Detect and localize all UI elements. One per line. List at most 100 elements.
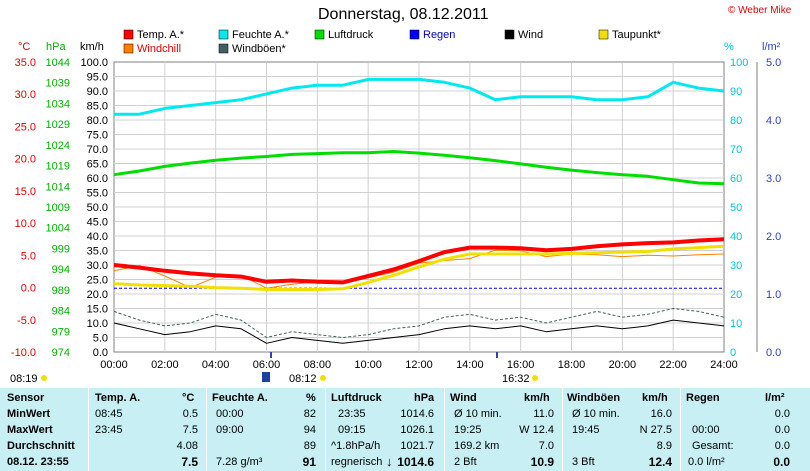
gust-unit: km/h — [642, 392, 668, 404]
wind-now: 10.9 — [530, 455, 554, 469]
wind-tick-label: 10.0 — [87, 318, 108, 330]
sunset-icon — [532, 375, 538, 381]
rain-tick-label: 4.0 — [766, 115, 781, 127]
statistics-table: Sensor MinWert MaxWert Durchschnitt 08.1… — [0, 388, 810, 471]
gust-header: Windböen — [567, 392, 621, 404]
pressure-tick-label: 1034 — [46, 98, 70, 110]
moonrise-label: 08:12 — [289, 373, 317, 385]
legend-label: Temp. A.* — [137, 29, 185, 41]
legend-label: Windböen* — [232, 43, 287, 55]
pressure-tick-label: 994 — [52, 264, 70, 276]
wind-tick-label: 50.0 — [87, 202, 108, 214]
legend-label: Regen — [423, 29, 455, 41]
x-tick-label: 10:00 — [354, 359, 382, 371]
wind-unit: km/h — [524, 392, 550, 404]
pressure-tick-label: 1009 — [46, 202, 70, 214]
pressure-down-arrow-icon: ↓ — [386, 454, 393, 469]
temp-header: Temp. A. — [95, 392, 141, 404]
gust-avg-label: Ø 10 min. — [572, 408, 620, 420]
wind-tick-label: 75.0 — [87, 130, 108, 142]
row-label-now: 08.12. 23:55 — [7, 456, 69, 468]
pressure-tick-label: 1039 — [46, 78, 70, 90]
humidity-tick-label: 50 — [730, 202, 742, 214]
series-line-tempa — [113, 237, 725, 285]
wind-avg: 7.0 — [538, 440, 554, 452]
series-line-wind — [113, 319, 725, 344]
wind-min: 11.0 — [533, 408, 554, 420]
rain-max-time: 00:00 — [692, 424, 720, 436]
pressure-tick-label: 989 — [52, 285, 70, 297]
pressure-tick-label: 1024 — [46, 140, 70, 152]
pressure-unit-label: hPa — [46, 41, 66, 53]
row-label-max: MaxWert — [7, 424, 53, 436]
wind-tick-label: 25.0 — [87, 275, 108, 287]
wind-tick-label: 70.0 — [87, 144, 108, 156]
wind-distance: 169.2 km — [454, 440, 500, 452]
wind-tick-label: 0.0 — [93, 347, 108, 359]
pressure-tick-label: 999 — [52, 243, 70, 255]
temp-max-time: 23:45 — [95, 424, 123, 436]
pressure-unit: hPa — [414, 392, 435, 404]
pressure-header: Luftdruck — [331, 392, 382, 404]
wind-tick-label: 100.0 — [80, 57, 108, 69]
series-line-taupunkt — [113, 244, 725, 291]
rain-min: 0.0 — [774, 408, 790, 420]
legend-swatch — [598, 29, 609, 40]
gust-avg: 8.9 — [656, 440, 672, 452]
legend-swatch — [218, 43, 229, 54]
rain-unit: l/m² — [765, 392, 785, 404]
temp-unit-label: °C — [18, 41, 30, 53]
temp-min-time: 08:45 — [95, 408, 123, 420]
pressure-tick-label: 1019 — [46, 161, 70, 173]
humidity-max: 94 — [303, 424, 316, 436]
temp-tick-label: 30.0 — [15, 89, 36, 101]
humidity-max-time: 09:00 — [216, 424, 244, 436]
x-tick-label: 14:00 — [456, 359, 484, 371]
wind-tick-label: 40.0 — [87, 231, 108, 243]
wind-tick-label: 90.0 — [87, 86, 108, 98]
x-tick-label: 00:00 — [100, 359, 128, 371]
wind-max-time: 19:25 — [454, 424, 482, 436]
humidity-avg: 89 — [303, 440, 316, 452]
x-tick-label: 12:00 — [405, 359, 433, 371]
pressure-trend: ^1.8hPa/h — [331, 440, 381, 452]
pressure-now: 1014.6 — [397, 455, 434, 469]
rain-tick-label: 1.0 — [766, 289, 781, 301]
x-tick-label: 02:00 — [151, 359, 179, 371]
temp-tick-label: 20.0 — [15, 154, 36, 166]
x-tick-label: 20:00 — [609, 359, 637, 371]
wind-tick-label: 20.0 — [87, 289, 108, 301]
sunset-label: 16:32 — [502, 373, 530, 385]
legend-swatch — [123, 29, 134, 40]
legend-label: Wind — [518, 29, 543, 41]
row-label-sensor: Sensor — [7, 392, 45, 404]
temp-tick-label: -5.0 — [17, 315, 36, 327]
wind-avg-label: Ø 10 min. — [454, 408, 502, 420]
wind-tick-label: 85.0 — [87, 101, 108, 113]
sunrise-label: 08:19 — [10, 373, 38, 385]
wind-unit-label: km/h — [80, 41, 104, 53]
gust-max: N 27.5 — [639, 424, 672, 436]
rain-tick-label: 3.0 — [766, 173, 781, 185]
humidity-tick-label: 60 — [730, 173, 742, 185]
pressure-tick-label: 1044 — [46, 57, 70, 69]
wind-tick-label: 95.0 — [87, 72, 108, 84]
legend-label: Windchill — [137, 43, 181, 55]
temp-tick-label: 25.0 — [15, 121, 36, 133]
humidity-now: 91 — [302, 455, 316, 469]
temp-tick-label: 0.0 — [21, 283, 36, 295]
pressure-tick-label: 1004 — [46, 223, 70, 235]
temp-tick-label: 35.0 — [15, 57, 36, 69]
humidity-tick-label: 80 — [730, 115, 742, 127]
pressure-max-time: 09:15 — [338, 424, 366, 436]
humidity-unit-label: % — [724, 41, 734, 53]
wind-tick-label: 30.0 — [87, 260, 108, 272]
temp-tick-label: -10.0 — [11, 347, 36, 359]
rain-total-label: Gesamt: — [692, 440, 734, 452]
legend-label: Luftdruck — [328, 29, 374, 41]
pressure-tick-label: 974 — [52, 347, 70, 359]
humidity-abs: 7.28 g/m³ — [216, 456, 263, 468]
pressure-tick-label: 1029 — [46, 119, 70, 131]
pressure-tick-label: 979 — [52, 326, 70, 338]
wind-tick-label: 5.0 — [93, 333, 108, 345]
